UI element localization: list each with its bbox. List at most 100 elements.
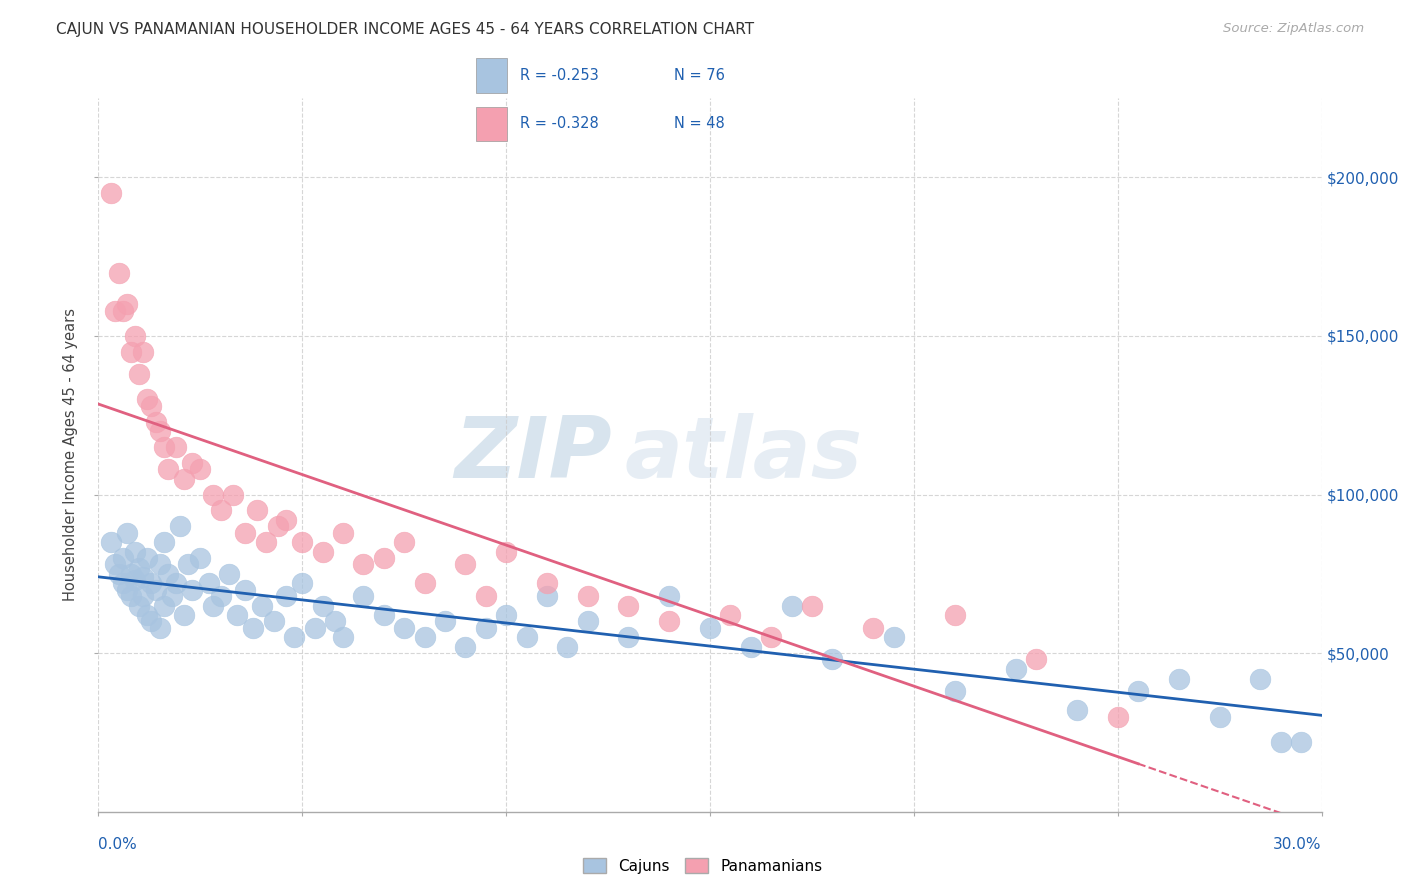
Point bbox=[1270, 735, 1292, 749]
Point bbox=[233, 582, 256, 597]
Point bbox=[761, 630, 783, 644]
Point bbox=[373, 551, 395, 566]
Point bbox=[474, 589, 498, 603]
Point bbox=[274, 589, 297, 603]
Point bbox=[862, 621, 884, 635]
Point bbox=[145, 582, 167, 597]
Point bbox=[173, 608, 195, 623]
Point bbox=[132, 344, 155, 359]
Point bbox=[115, 582, 138, 597]
Point bbox=[291, 535, 314, 549]
Point bbox=[124, 329, 146, 343]
Point bbox=[218, 566, 240, 581]
Point bbox=[576, 589, 599, 603]
Point bbox=[658, 589, 681, 603]
Point bbox=[1128, 684, 1150, 698]
Point bbox=[124, 573, 146, 587]
Point bbox=[188, 462, 212, 476]
Point bbox=[124, 544, 146, 558]
Point bbox=[720, 608, 742, 623]
Point bbox=[536, 589, 558, 603]
Point bbox=[136, 608, 159, 623]
Point bbox=[111, 551, 134, 566]
Point bbox=[120, 344, 142, 359]
Point bbox=[197, 576, 219, 591]
Point bbox=[1107, 709, 1129, 723]
Text: atlas: atlas bbox=[624, 413, 862, 497]
Point bbox=[536, 576, 558, 591]
Point bbox=[152, 599, 174, 613]
Point bbox=[1291, 735, 1313, 749]
Point bbox=[474, 621, 498, 635]
Point bbox=[188, 551, 212, 566]
Point bbox=[274, 513, 297, 527]
Point bbox=[242, 621, 264, 635]
Point bbox=[165, 440, 187, 454]
Point bbox=[100, 186, 122, 201]
Point bbox=[111, 303, 134, 318]
Point bbox=[283, 630, 305, 644]
Point bbox=[108, 266, 131, 280]
Point bbox=[156, 566, 179, 581]
Point bbox=[1004, 662, 1026, 676]
Point bbox=[120, 566, 142, 581]
Point bbox=[246, 503, 269, 517]
FancyBboxPatch shape bbox=[477, 106, 508, 141]
Point bbox=[141, 576, 163, 591]
Point bbox=[943, 608, 966, 623]
Text: R = -0.253: R = -0.253 bbox=[520, 68, 599, 83]
Point bbox=[156, 462, 179, 476]
Point bbox=[108, 566, 131, 581]
Point bbox=[658, 615, 681, 629]
Point bbox=[516, 630, 538, 644]
Point bbox=[332, 525, 354, 540]
Point bbox=[226, 608, 249, 623]
Point bbox=[209, 589, 232, 603]
Point bbox=[100, 535, 122, 549]
Point bbox=[617, 599, 640, 613]
Point bbox=[169, 519, 191, 533]
Point bbox=[883, 630, 905, 644]
Point bbox=[434, 615, 457, 629]
Point bbox=[128, 599, 150, 613]
Legend: Cajuns, Panamanians: Cajuns, Panamanians bbox=[578, 852, 828, 880]
Y-axis label: Householder Income Ages 45 - 64 years: Householder Income Ages 45 - 64 years bbox=[63, 309, 79, 601]
Point bbox=[201, 487, 224, 501]
Point bbox=[312, 599, 335, 613]
Text: 30.0%: 30.0% bbox=[1274, 837, 1322, 852]
Point bbox=[120, 589, 142, 603]
Point bbox=[780, 599, 803, 613]
Point bbox=[1025, 652, 1047, 666]
Point bbox=[233, 525, 256, 540]
Point bbox=[136, 392, 159, 407]
Point bbox=[128, 367, 150, 381]
Text: ZIP: ZIP bbox=[454, 413, 612, 497]
Point bbox=[222, 487, 245, 501]
Point bbox=[557, 640, 579, 654]
Point bbox=[1066, 703, 1088, 717]
Point bbox=[181, 456, 204, 470]
Text: R = -0.328: R = -0.328 bbox=[520, 117, 599, 131]
Text: N = 76: N = 76 bbox=[675, 68, 725, 83]
Point bbox=[617, 630, 640, 644]
Point bbox=[152, 440, 174, 454]
Point bbox=[141, 615, 163, 629]
Point bbox=[413, 630, 436, 644]
Point bbox=[740, 640, 762, 654]
Point bbox=[173, 472, 195, 486]
Point bbox=[392, 621, 416, 635]
Point bbox=[132, 589, 155, 603]
Point bbox=[177, 558, 200, 572]
Point bbox=[250, 599, 273, 613]
Point bbox=[576, 615, 599, 629]
Point bbox=[312, 544, 335, 558]
Point bbox=[104, 303, 127, 318]
Point bbox=[454, 558, 477, 572]
Point bbox=[132, 570, 155, 584]
Point bbox=[373, 608, 395, 623]
Point bbox=[115, 525, 138, 540]
Point bbox=[352, 589, 374, 603]
Point bbox=[267, 519, 290, 533]
Point bbox=[495, 608, 517, 623]
Point bbox=[209, 503, 232, 517]
